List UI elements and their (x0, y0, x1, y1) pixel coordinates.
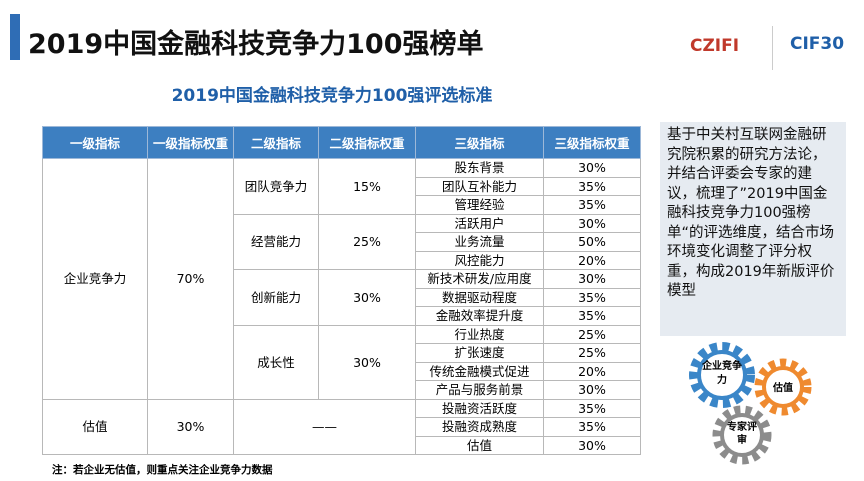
level2-name: 创新能力 (233, 269, 319, 326)
table-row: 估值 30% —— 投融资活跃度 35% (42, 398, 641, 455)
level3-name: 数据驱动程度 (415, 287, 544, 307)
level3-weight: 20% (543, 361, 641, 381)
column-header: 二级指标权重 (318, 126, 416, 159)
table-row: 产品与服务前景 30% (43, 380, 641, 400)
gear-label: 企业竞争力 (702, 361, 742, 386)
level3-name: 投融资活跃度 (415, 398, 544, 418)
table-row: 管理经验 35% (43, 195, 641, 215)
title: 2019中国金融科技竞争力100强榜单 (28, 29, 484, 60)
level3-name: 业务流量 (415, 232, 544, 252)
level3-weight: 30% (543, 269, 641, 289)
column-header: 三级指标权重 (543, 126, 641, 159)
gear (720, 413, 764, 457)
table-row: 估值 30% (43, 435, 641, 455)
level3-name: 团队互补能力 (415, 176, 544, 196)
level3-weight: 50% (543, 232, 641, 252)
divider (772, 26, 773, 70)
level2-weight: 30% (318, 269, 416, 326)
level2-name: —— (233, 398, 416, 455)
logo: CZIFI (690, 36, 740, 56)
level3-name: 行业热度 (415, 324, 544, 344)
table-row: 经营能力 25% 活跃用户 30% (43, 213, 641, 270)
level3-weight: 20% (543, 250, 641, 270)
table-row: 团队互补能力 35% (43, 176, 641, 196)
note: 注：若企业无估值，则重点关注企业竞争力数据 (52, 464, 273, 476)
sidebar-text: 基于中关村互联网金融研究院积累的研究方法论，并结合评委会专家的建议，梳理了”20… (660, 122, 846, 336)
gear (697, 350, 747, 400)
level1-name: 企业竞争力 (42, 158, 148, 400)
level3-name: 股东背景 (415, 158, 544, 178)
gear-label: 专家评审 (727, 422, 757, 446)
level3-weight: 30% (543, 380, 641, 400)
accent-bar (10, 14, 20, 60)
level3-name: 估值 (415, 435, 544, 455)
level3-weight: 35% (543, 398, 641, 418)
column-header: 三级指标 (415, 126, 544, 159)
table-row: 创新能力 30% 新技术研发/应用度 30% (43, 269, 641, 326)
level1-name: 估值 (42, 398, 148, 455)
level3-weight: 35% (543, 176, 641, 196)
level3-name: 传统金融模式促进 (415, 361, 544, 381)
level2-name: 成长性 (233, 324, 319, 400)
level2-weight: 15% (318, 158, 416, 215)
level3-weight: 30% (543, 213, 641, 233)
level2-name: 经营能力 (233, 213, 319, 270)
column-header: 二级指标 (233, 126, 319, 159)
criteria-table: 一级指标 一级指标权重 二级指标 二级指标权重 三级指标 三级指标权重 企业竞争力 70% 团队… (42, 126, 641, 455)
level3-name: 产品与服务前景 (415, 380, 544, 400)
level3-name: 扩张速度 (415, 343, 544, 363)
column-header: 一级指标 (42, 126, 148, 159)
gear-label: 估值 (772, 381, 793, 394)
gear (762, 366, 804, 408)
level3-weight: 25% (543, 324, 641, 344)
level1-weight: 30% (147, 398, 234, 455)
table-row: 成长性 30% 行业热度 25% (43, 324, 641, 400)
level3-name: 活跃用户 (415, 213, 544, 233)
level2-weight: 25% (318, 213, 416, 270)
level1-weight: 70% (147, 158, 234, 400)
level3-name: 新技术研发/应用度 (415, 269, 544, 289)
level3-name: 风控能力 (415, 250, 544, 270)
gear (689, 342, 755, 408)
subtitle: 2019中国金融科技竞争力100强评选标准 (171, 86, 493, 106)
level3-name: 金融效率提升度 (415, 306, 544, 326)
table-row: 数据驱动程度 35% (43, 287, 641, 307)
level3-weight: 30% (543, 435, 641, 455)
gear (754, 358, 812, 416)
logo: CIF30 (790, 34, 845, 54)
table-row: 企业竞争力 70% 团队竞争力 15% 股东背景 30% (42, 158, 641, 400)
column-header: 一级指标权重 (147, 126, 234, 159)
level3-weight: 35% (543, 195, 641, 215)
level3-name: 管理经验 (415, 195, 544, 215)
level3-name: 投融资成熟度 (415, 417, 544, 437)
table-row: 传统金融模式促进 20% (43, 361, 641, 381)
table-row: 投融资成熟度 35% (43, 417, 641, 437)
level3-weight: 30% (543, 158, 641, 178)
table-row: 业务流量 50% (43, 232, 641, 252)
level3-weight: 35% (543, 417, 641, 437)
level2-weight: 30% (318, 324, 416, 400)
level3-weight: 35% (543, 306, 641, 326)
table-row: 风控能力 20% (43, 250, 641, 270)
level3-weight: 25% (543, 343, 641, 363)
gears: 企业竞争力 估值 专家评审 (689, 342, 812, 465)
table-row: 扩张速度 25% (43, 343, 641, 363)
level3-weight: 35% (543, 287, 641, 307)
gear (712, 405, 772, 465)
level2-name: 团队竞争力 (233, 158, 319, 215)
